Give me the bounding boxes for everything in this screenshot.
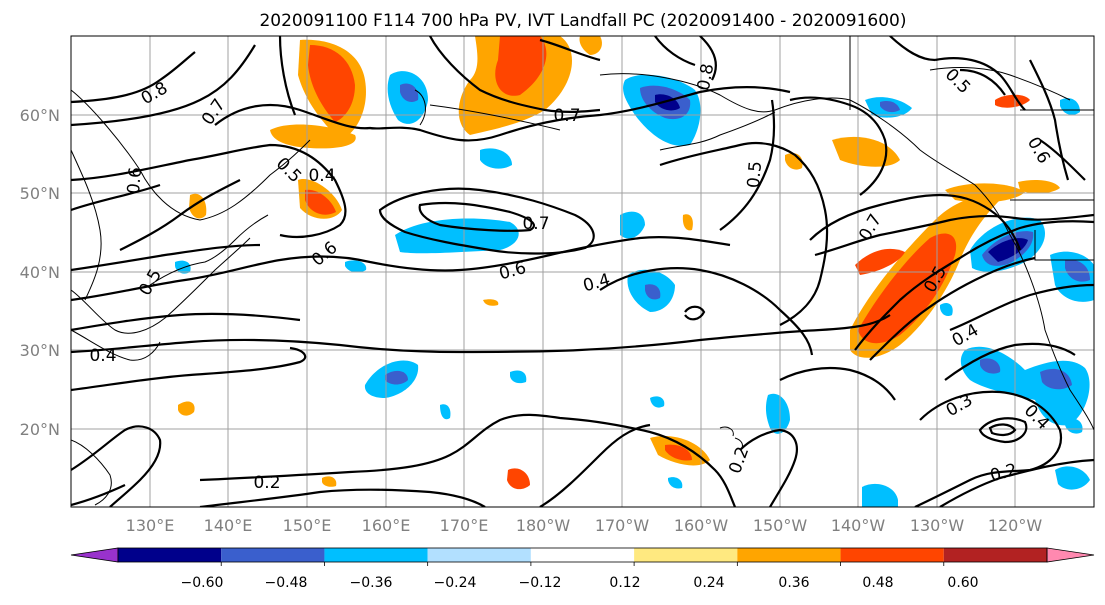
colorbar-tick-label: 0.60 [947,575,978,591]
lon-label: 160°E [362,516,411,535]
map-frame [70,35,1095,508]
contour-label: 0.7 [522,214,549,234]
lat-label: 40°N [20,263,60,282]
colorbar-extend-min [70,547,119,563]
colorbar-tick-label: −0.36 [350,575,393,591]
colorbar-bin [118,548,222,562]
contour-label: 0.2 [253,473,280,493]
lon-label: 130°E [126,516,175,535]
colorbar-bin [943,548,1047,562]
lat-label: 60°N [20,106,60,125]
contour-label: 0.7 [553,106,580,126]
lon-label: 180°W [516,516,571,535]
lat-label: 20°N [20,420,60,439]
latitude-labels: 60°N 50°N 40°N 30°N 20°N [20,106,60,439]
lon-label: 170°W [595,516,650,535]
colorbar-bin [634,548,738,562]
colorbar-tick-label: −0.48 [265,575,308,591]
contour-label: 0.8 [694,62,718,92]
lon-label: 130°W [910,516,965,535]
lon-label: 140°E [204,516,253,535]
gridlines [71,36,1094,507]
colorbar-bin [737,548,841,562]
colorbar-tick-label: 0.36 [778,575,809,591]
pv-contours [71,36,1094,507]
colorbar-tick-label: 0.48 [862,575,893,591]
colorbar-bin [221,548,325,562]
lon-label: 160°W [674,516,729,535]
lat-label: 50°N [20,184,60,203]
lon-label: 120°W [988,516,1043,535]
colorbar-tick-label: 0.24 [693,575,724,591]
colorbar-tick-label: −0.24 [434,575,477,591]
lat-label: 30°N [20,341,60,360]
colorbar-tick-label: 0.12 [609,575,640,591]
contour-label: 0.4 [308,166,335,186]
contour-label: 0.5 [744,160,766,189]
colorbar-tick-label: −0.12 [519,575,562,591]
colorbar-bin [530,548,635,562]
colorbar [70,547,1095,566]
colorbar-tick-label: −0.60 [181,575,224,591]
negative-anomaly-shading [175,71,1094,507]
lon-label: 150°W [753,516,808,535]
contour-label: 0.4 [89,346,116,366]
lon-label: 170°E [440,516,489,535]
figure-title: 2020091100 F114 700 hPa PV, IVT Landfall… [259,11,906,31]
colorbar-extend-max [1046,547,1095,563]
colorbar-tick-labels: −0.60 −0.48 −0.36 −0.24 −0.12 0.12 0.24 … [181,575,979,591]
contour-label: 0.6 [124,166,146,195]
longitude-labels: 130°E 140°E 150°E 160°E 170°E 180°W 170°… [126,516,1043,535]
lon-label: 140°W [831,516,886,535]
coastlines [71,36,1094,506]
lon-label: 150°E [283,516,332,535]
colorbar-frame [117,547,1048,563]
colorbar-bin [427,548,531,562]
colorbar-bin [840,548,944,562]
colorbar-bin [324,548,428,562]
